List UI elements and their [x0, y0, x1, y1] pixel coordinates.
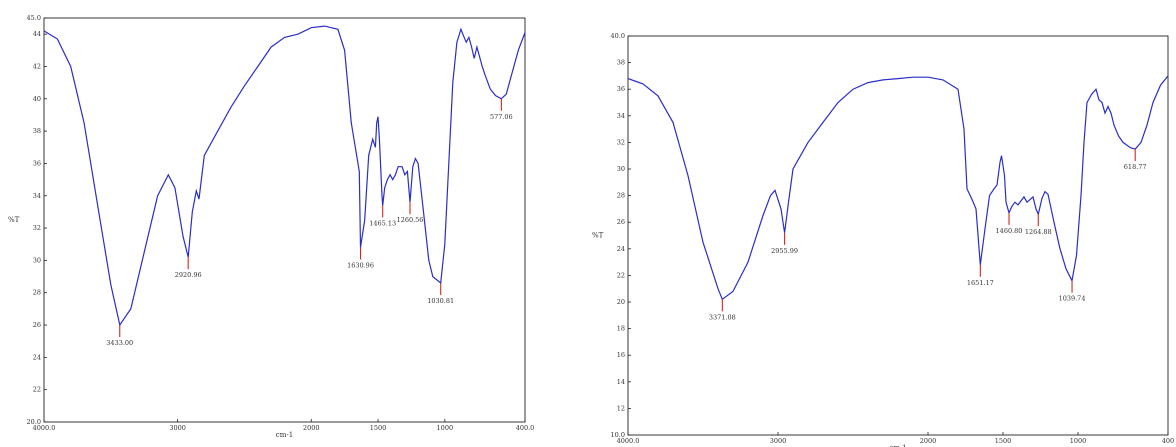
peak-label-1: 2955.99 [771, 247, 798, 255]
x-tick-label-1: 3000 [169, 424, 186, 432]
y-tick-label-0: 20.0 [27, 418, 41, 426]
peak-label-6: 577.06 [490, 113, 513, 121]
peak-label-5: 1030.81 [427, 297, 454, 305]
y-tick-label-5: 20 [617, 298, 625, 306]
series-line [43, 25, 526, 327]
x-axis-ticks: 4000.0 3000 2000 1500 1000 400.0 [33, 419, 535, 432]
y-tick-label-6: 32 [33, 224, 41, 232]
y-tick-label-12: 34 [617, 112, 625, 120]
peak-label-0: 3433.00 [106, 339, 133, 347]
y-tick-label-7: 34 [33, 192, 41, 200]
y-tick-label-10: 30 [617, 165, 625, 173]
y-tick-label-2: 24 [33, 353, 41, 361]
x-tick-label-0: 4000.0 [617, 437, 640, 445]
x-axis-ticks: 4000.0 3000 2000 1500 1000 400 [617, 432, 1174, 445]
plot-frame [43, 17, 526, 423]
y-tick-label-11: 32 [617, 138, 625, 146]
y-tick-label-9: 28 [617, 192, 625, 200]
x-tick-label-4: 1000 [1070, 437, 1087, 445]
peak-label-6: 618.77 [1124, 163, 1147, 171]
y-tick-label-2: 14 [617, 378, 625, 386]
y-tick-label-1: 22 [33, 386, 41, 394]
y-tick-label-6: 22 [617, 271, 625, 279]
y-tick-label-15: 40.0 [611, 32, 625, 40]
y-axis-label: %T [8, 216, 20, 224]
peak-annotations: 3371.08 2955.99 1651.17 1460.80 1264.88 1039.… [709, 149, 1147, 321]
x-tick-label-3: 1500 [995, 437, 1012, 445]
y-tick-label-13: 45.0 [27, 14, 41, 22]
y-tick-label-7: 24 [617, 245, 625, 253]
y-axis-label: %T [592, 232, 604, 240]
y-tick-label-3: 26 [33, 321, 41, 329]
peak-label-4: 1264.88 [1025, 228, 1052, 236]
y-tick-label-1: 12 [617, 404, 625, 412]
x-tick-label-3: 1500 [370, 424, 387, 432]
y-tick-label-12: 44 [33, 30, 41, 38]
x-tick-label-1: 3000 [770, 437, 787, 445]
y-axis-ticks: 20.0 22 24 26 28 30 32 34 36 38 40 42 44 45.0 [27, 14, 47, 426]
peak-label-4: 1260.56 [397, 216, 424, 224]
y-tick-label-11: 42 [33, 62, 41, 70]
x-tick-label-2: 2000 [303, 424, 320, 432]
peak-label-2: 1651.17 [967, 279, 994, 287]
peak-label-1: 2920.96 [175, 271, 202, 279]
x-tick-label-2: 2000 [920, 437, 937, 445]
peak-label-2: 1630.96 [347, 261, 374, 269]
y-tick-label-3: 16 [617, 351, 625, 359]
x-tick-label-5: 400.0 [516, 424, 535, 432]
series-line [627, 75, 1169, 301]
peak-annotations: 3433.00 2920.96 1630.96 1465.13 1260.56 1030.… [106, 98, 513, 347]
peak-label-3: 1460.80 [996, 227, 1023, 235]
y-tick-label-14: 38 [617, 59, 625, 67]
y-tick-label-10: 40 [33, 95, 41, 103]
y-tick-label-4: 18 [617, 325, 625, 333]
ftir-spectrum-left: 20.0 22 24 26 28 30 32 34 36 38 40 42 44 45.0 4000.0 3… [8, 14, 534, 439]
y-tick-label-9: 38 [33, 127, 41, 135]
y-tick-label-8: 36 [33, 159, 41, 167]
x-tick-label-4: 1000 [437, 424, 454, 432]
y-tick-label-0: 10.0 [611, 431, 625, 439]
peak-label-0: 3371.08 [709, 313, 736, 321]
y-tick-label-4: 28 [33, 289, 41, 297]
peak-label-5: 1039.74 [1059, 295, 1086, 303]
ftir-spectrum-right: 10.0 12 14 16 18 20 22 24 26 28 30 32 34 36 38 40.0 400… [592, 32, 1174, 447]
y-tick-label-8: 26 [617, 218, 625, 226]
x-tick-label-0: 4000.0 [33, 424, 56, 432]
y-tick-label-13: 36 [617, 85, 625, 93]
y-axis-ticks: 10.0 12 14 16 18 20 22 24 26 28 30 32 34 36 38 40.0 [611, 32, 631, 439]
x-axis-label: cm-1 [889, 444, 906, 447]
peak-label-3: 1465.13 [369, 219, 396, 227]
x-axis-label: cm-1 [276, 431, 293, 439]
plot-frame [627, 35, 1169, 436]
y-tick-label-5: 30 [33, 256, 41, 264]
x-tick-label-5: 400 [1162, 437, 1174, 445]
